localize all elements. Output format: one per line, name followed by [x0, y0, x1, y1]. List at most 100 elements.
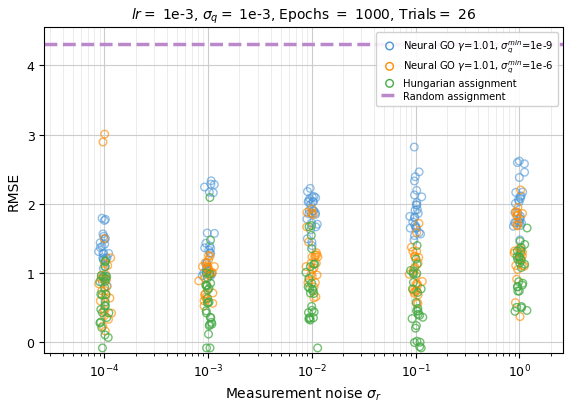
Point [414, 211, 423, 217]
Point [410, 339, 419, 346]
Point [516, 187, 525, 194]
Point [412, 230, 421, 236]
Point [412, 248, 421, 255]
Point [306, 264, 315, 270]
Point [513, 160, 522, 166]
Point [206, 237, 215, 244]
Point [511, 209, 520, 216]
Point [101, 236, 110, 242]
Point [310, 290, 319, 297]
Point [515, 175, 524, 181]
Legend: Neural GO $\gamma$=1.01, $\sigma_q^{min}$=1e-9, Neural GO $\gamma$=1.01, $\sigma: Neural GO $\gamma$=1.01, $\sigma_q^{min}… [376, 33, 558, 107]
Point [305, 285, 314, 292]
Point [205, 268, 214, 274]
Point [514, 219, 523, 225]
Point [210, 182, 219, 189]
Point [413, 290, 422, 296]
Point [99, 276, 108, 282]
Point [308, 254, 317, 261]
Point [103, 283, 112, 290]
Point [100, 261, 109, 267]
Point [97, 216, 107, 222]
Point [207, 321, 217, 328]
Point [415, 312, 424, 319]
Point [515, 247, 524, 254]
Point [302, 264, 311, 270]
Point [413, 300, 422, 307]
Title: $lr = $ 1e-3, $\sigma_q = $ 1e-3, Epochs $ = $ 1000, Trials$= $ 26: $lr = $ 1e-3, $\sigma_q = $ 1e-3, Epochs… [131, 7, 477, 26]
Point [518, 253, 527, 259]
Point [510, 308, 519, 315]
Point [417, 194, 426, 201]
Point [208, 300, 217, 307]
Point [98, 323, 107, 330]
Point [101, 299, 110, 306]
Point [410, 233, 419, 239]
Point [515, 220, 524, 227]
Point [513, 267, 522, 273]
Point [518, 211, 527, 217]
Point [304, 316, 314, 323]
Point [201, 240, 210, 247]
Point [104, 250, 113, 257]
Point [312, 272, 321, 279]
Point [204, 247, 213, 254]
Point [204, 272, 213, 279]
Point [202, 282, 211, 289]
Point [304, 198, 314, 204]
Point [306, 290, 315, 297]
Point [302, 224, 311, 231]
Point [103, 255, 112, 262]
Point [101, 259, 110, 265]
Point [101, 272, 110, 278]
Point [99, 139, 108, 146]
Point [97, 292, 107, 299]
Point [205, 299, 214, 306]
Point [513, 284, 522, 290]
Point [517, 245, 526, 251]
Point [516, 193, 526, 200]
Point [512, 304, 522, 311]
Point [310, 261, 319, 267]
Point [205, 271, 214, 277]
Point [413, 283, 422, 289]
Point [409, 287, 418, 293]
Point [102, 283, 111, 290]
Point [510, 250, 519, 257]
Point [209, 190, 218, 196]
Point [207, 271, 217, 278]
Point [410, 290, 419, 297]
Point [100, 218, 109, 224]
Point [304, 224, 314, 231]
Point [312, 252, 321, 258]
Point [312, 250, 321, 256]
Point [99, 257, 108, 263]
Point [410, 222, 420, 229]
Point [100, 236, 109, 242]
Point [514, 205, 523, 211]
Point [520, 161, 529, 168]
Point [410, 253, 419, 260]
Point [515, 216, 524, 222]
Point [309, 199, 318, 206]
Point [201, 260, 210, 266]
Point [518, 282, 527, 289]
Point [203, 268, 213, 274]
Point [410, 192, 419, 199]
Point [96, 306, 105, 313]
Point [207, 319, 216, 326]
Point [510, 210, 519, 216]
Point [412, 288, 421, 294]
Point [96, 319, 105, 326]
Point [523, 225, 532, 232]
Point [513, 248, 522, 255]
Point [97, 244, 107, 250]
Point [517, 257, 526, 264]
Point [412, 202, 421, 209]
Point [309, 208, 318, 214]
Point [99, 274, 108, 281]
Point [306, 315, 315, 321]
Point [94, 249, 103, 255]
Point [304, 310, 313, 316]
Point [103, 263, 112, 269]
